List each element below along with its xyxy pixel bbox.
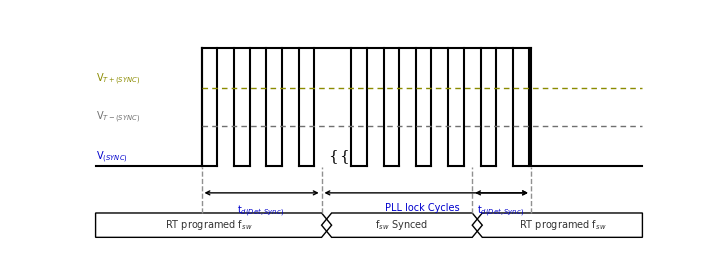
Text: RT programed f$_{sw}$: RT programed f$_{sw}$ [165,218,253,232]
Text: V$_{T+(SYNC)}$: V$_{T+(SYNC)}$ [96,72,140,87]
Text: t$_{d(Det,Sync)}$: t$_{d(Det,Sync)}$ [237,204,284,219]
Text: {: { [328,149,338,163]
Text: PLL lock Cycles: PLL lock Cycles [384,204,459,213]
Text: V$_{(SYNC)}$: V$_{(SYNC)}$ [96,150,127,165]
Text: V$_{T-(SYNC)}$: V$_{T-(SYNC)}$ [96,110,140,125]
Text: {: { [339,149,348,163]
Text: RT programed f$_{sw}$: RT programed f$_{sw}$ [518,218,606,232]
Text: f$_{sw}$ Synced: f$_{sw}$ Synced [376,218,428,232]
Text: t$_{d(Det,Sync)}$: t$_{d(Det,Sync)}$ [477,204,523,219]
